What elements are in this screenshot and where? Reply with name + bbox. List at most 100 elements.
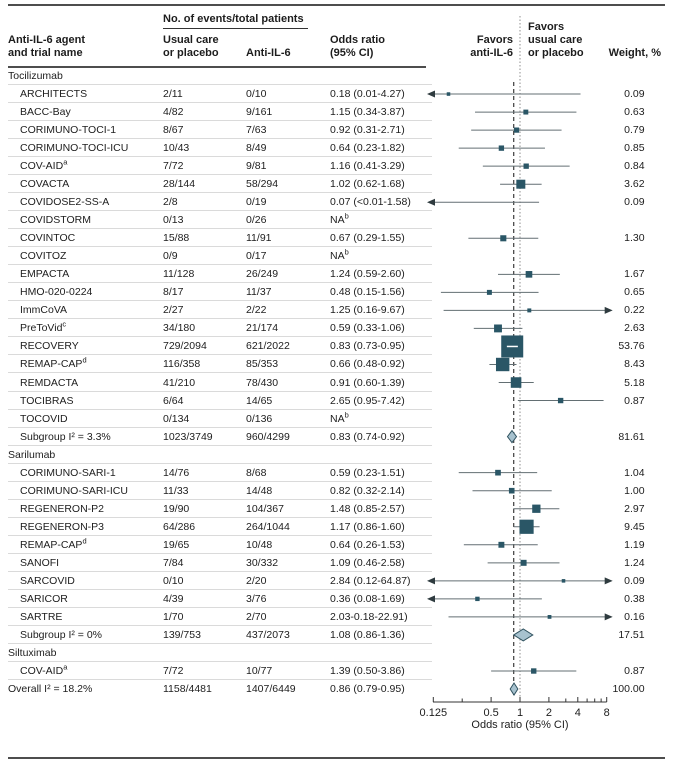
trial-name-cell: TOCOVID xyxy=(20,412,68,425)
trial-name-cell: PreToVidc xyxy=(20,319,67,335)
odds-ratio-cell: NAb xyxy=(330,410,349,425)
table-row: Siltuximab xyxy=(0,644,673,662)
trial-name-cell: COV-AIDa xyxy=(20,662,68,677)
table-row: Tocilizumab xyxy=(0,67,673,86)
anti-il6-cell: 8/68 xyxy=(246,466,267,479)
favors-left-line1: Favors xyxy=(476,34,513,46)
weight-cell: 0.87 xyxy=(624,394,645,407)
odds-ratio-cell: 2.84 (0.12-64.87) xyxy=(330,574,411,587)
usual-care-cell: 2/11 xyxy=(163,88,183,101)
trial-name-cell: SARICOR xyxy=(20,592,68,605)
table-row: ARCHITECTS 2/11 0/10 0.18 (0.01-4.27) 0.… xyxy=(0,85,673,104)
trial-name-cell: COVACTA xyxy=(20,178,70,191)
table-row: Overall I² = 18.2% 1158/4481 1407/6449 0… xyxy=(0,680,673,698)
trial-name-cell: REMDACTA xyxy=(20,376,79,389)
weight-cell: 1.30 xyxy=(624,232,645,245)
trial-name-cell: Subgroup I² = 3.3% xyxy=(20,430,111,443)
or-header-line2: (95% CI) xyxy=(330,47,374,59)
trial-name-cell: REGENERON-P3 xyxy=(20,520,105,533)
usual-care-cell: 7/72 xyxy=(163,160,184,173)
anti-il6-cell: 3/76 xyxy=(246,592,267,605)
trial-name-cell: CORIMUNO-TOCI-1 xyxy=(20,124,117,137)
row-separator xyxy=(8,120,432,122)
anti-il6-cell: 0/17 xyxy=(246,250,267,263)
usual-care-cell: 0/134 xyxy=(163,412,190,425)
usual-care-cell: 10/43 xyxy=(163,142,190,155)
row-separator xyxy=(8,264,432,266)
trial-name-cell: SARTRE xyxy=(20,610,63,623)
weight-cell: 8.43 xyxy=(624,358,645,371)
odds-ratio-cell: 0.86 (0.79-0.95) xyxy=(330,683,405,696)
odds-ratio-cell: 1.39 (0.50-3.86) xyxy=(330,664,405,677)
trial-name-cell: ImmCoVA xyxy=(20,304,68,317)
row-separator xyxy=(8,336,432,338)
row-separator xyxy=(8,606,432,608)
usual-care-cell: 0/9 xyxy=(163,250,178,263)
trial-name-cell: CORIMUNO-TOCI-ICU xyxy=(20,142,129,155)
anti-il6-cell: 0/26 xyxy=(246,214,267,227)
trial-name-cell: COV-AIDa xyxy=(20,157,68,173)
weight-cell: 0.22 xyxy=(624,304,645,317)
weight-cell xyxy=(600,211,662,229)
row-separator xyxy=(8,174,432,176)
table-row: REMAP-CAPd 116/358 85/353 0.66 (0.48-0.9… xyxy=(0,355,673,374)
weight-cell: 0.79 xyxy=(624,124,645,137)
weight-cell: 17.51 xyxy=(618,628,645,641)
weight-cell: 0.38 xyxy=(624,592,645,605)
top-rule xyxy=(8,4,665,6)
weight-cell: 0.84 xyxy=(624,160,645,173)
anti-il6-cell: 14/48 xyxy=(246,484,273,497)
usual-care-cell: 116/358 xyxy=(163,358,201,371)
weight-cell xyxy=(600,67,662,85)
row-separator xyxy=(8,642,432,644)
table-row: SANOFI 7/84 30/332 1.09 (0.46-2.58) 1.24 xyxy=(0,554,673,572)
usual-care-cell: 2/27 xyxy=(163,304,184,317)
odds-ratio-cell: 0.48 (0.15-1.56) xyxy=(330,286,405,299)
weight-cell: 3.62 xyxy=(624,178,645,191)
row-separator xyxy=(8,534,432,536)
usual-care-cell: 139/753 xyxy=(163,628,201,641)
odds-ratio-cell: 1.15 (0.34-3.87) xyxy=(330,106,405,119)
anti-il6-column-header: Anti-IL-6 xyxy=(246,47,291,59)
x-axis-tick-label: 8 xyxy=(604,707,610,719)
odds-ratio-cell: 0.64 (0.26-1.53) xyxy=(330,538,405,551)
anti-il6-cell: 7/63 xyxy=(246,124,267,137)
trial-name-cell: REMAP-CAPd xyxy=(20,536,87,551)
table-row: BACC-Bay 4/82 9/161 1.15 (0.34-3.87) 0.6… xyxy=(0,103,673,122)
x-axis-tick-label: 4 xyxy=(575,707,581,719)
odds-ratio-cell: 1.08 (0.86-1.36) xyxy=(330,628,405,641)
table-row: CORIMUNO-SARI-ICU 11/33 14/48 0.82 (0.32… xyxy=(0,482,673,500)
table-row: CORIMUNO-TOCI-1 8/67 7/63 0.92 (0.31-2.7… xyxy=(0,121,673,140)
favors-right-line2: usual care xyxy=(528,34,583,46)
trial-name-cell: Subgroup I² = 0% xyxy=(20,628,103,641)
table-row: REMAP-CAPd 19/65 10/48 0.64 (0.26-1.53) … xyxy=(0,536,673,554)
usual-care-cell: 11/128 xyxy=(163,268,195,281)
trial-header-line1: Anti-IL-6 agent xyxy=(8,34,85,46)
bottom-rule xyxy=(8,757,665,759)
trial-name-cell: RECOVERY xyxy=(20,340,79,353)
anti-il6-cell: 437/2073 xyxy=(246,628,290,641)
trial-name-cell: BACC-Bay xyxy=(20,106,71,119)
usual-care-cell: 1023/3749 xyxy=(163,430,213,443)
table-row: EMPACTA 11/128 26/249 1.24 (0.59-2.60) 1… xyxy=(0,265,673,284)
row-separator xyxy=(8,390,432,392)
anti-il6-cell: 9/161 xyxy=(246,106,273,119)
table-row: COVIDSTORM 0/13 0/26 NAb xyxy=(0,211,673,230)
trial-name-cell: Siltuximab xyxy=(8,646,57,659)
table-row: COV-AIDa 7/72 10/77 1.39 (0.50-3.86) 0.8… xyxy=(0,662,673,680)
table-row: COVITOZ 0/9 0/17 NAb xyxy=(0,247,673,266)
row-separator xyxy=(8,210,432,212)
row-separator xyxy=(8,624,432,626)
row-separator xyxy=(8,462,432,464)
usual-care-cell: 7/72 xyxy=(163,664,184,677)
trial-name-cell: Tocilizumab xyxy=(8,70,63,82)
weight-cell: 100.00 xyxy=(612,683,645,696)
row-separator xyxy=(8,588,432,590)
table-row: Subgroup I² = 0% 139/753 437/2073 1.08 (… xyxy=(0,626,673,644)
weight-cell: 0.09 xyxy=(624,574,645,587)
table-row: REMDACTA 41/210 78/430 0.91 (0.60-1.39) … xyxy=(0,374,673,392)
anti-il6-cell: 14/65 xyxy=(246,394,273,407)
trial-header-line2: and trial name xyxy=(8,47,83,59)
table-row: COVIDOSE2-SS-A 2/8 0/19 0.07 (<0.01-1.58… xyxy=(0,193,673,212)
anti-il6-cell: 78/430 xyxy=(246,376,279,389)
